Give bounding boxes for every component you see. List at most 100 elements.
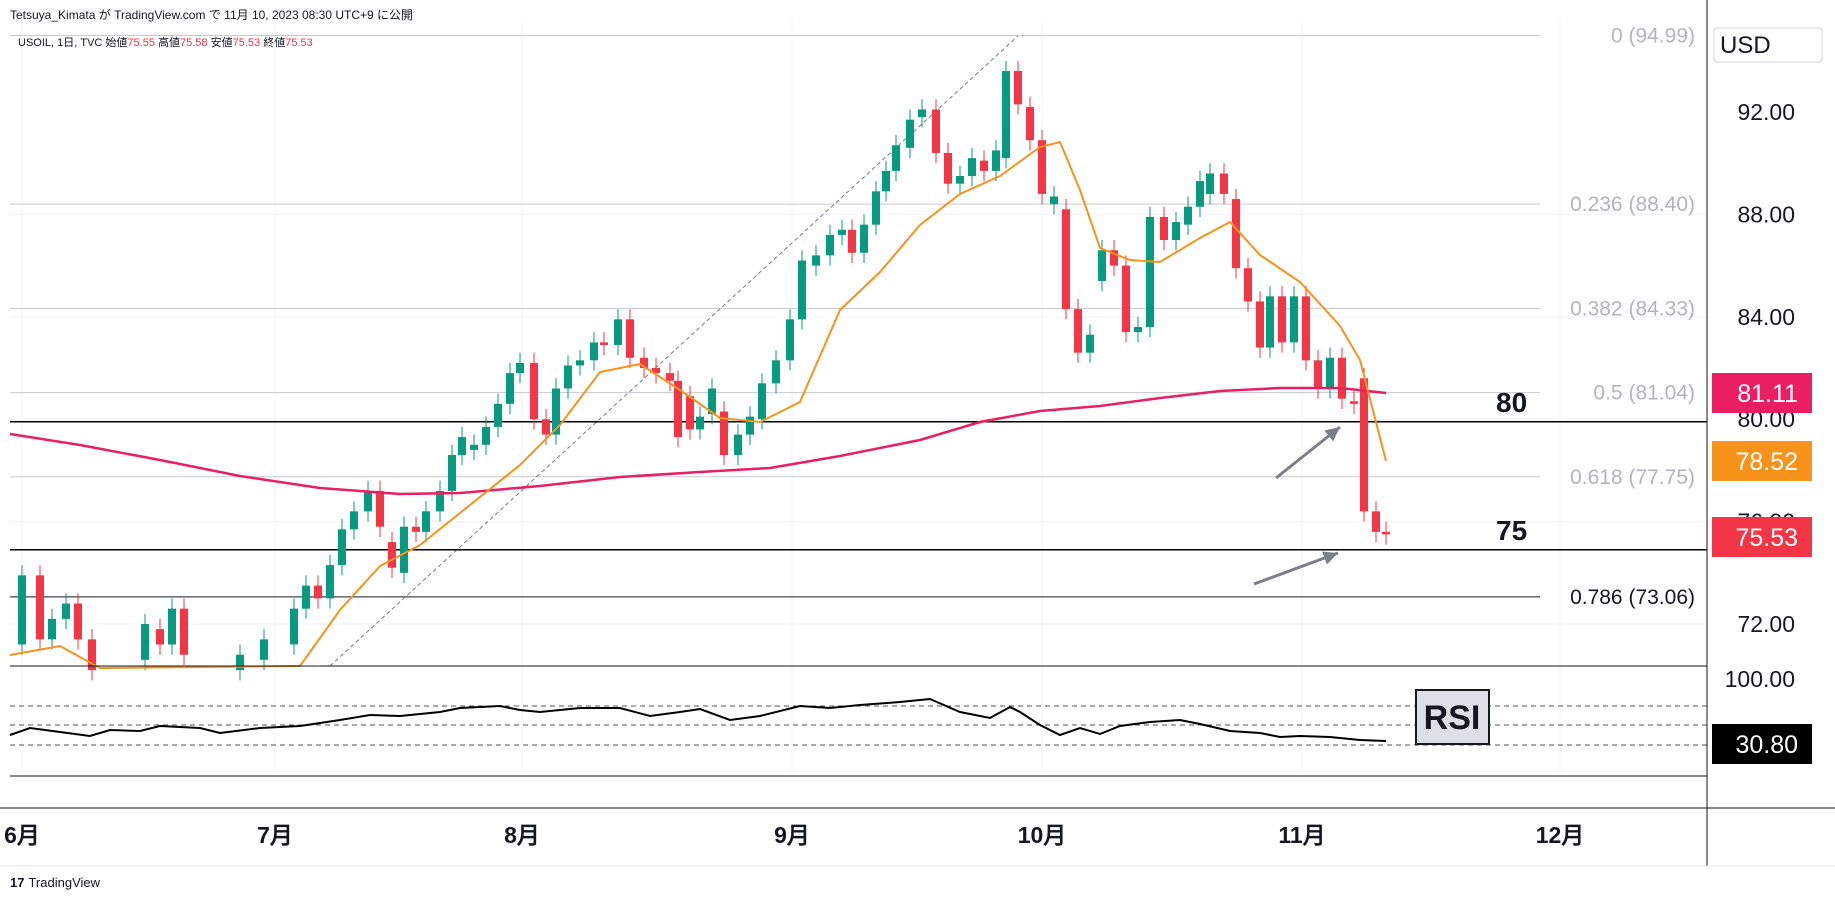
candle [696,406,704,440]
symbol-name[interactable]: USOIL, 1日, TVC [18,37,103,49]
x-tick-label: 10月 [1018,822,1067,848]
open-value: 75.55 [127,37,155,49]
fib-level-label: 0.618 (77.75) [1570,466,1695,489]
fib-level-label: 0.786 (73.06) [1570,586,1695,609]
candle [968,147,976,187]
candle [516,352,524,384]
candle [1026,96,1034,151]
candle [576,350,584,376]
candle [364,480,372,522]
tradingview-logo[interactable]: 17 TradingView [10,875,100,890]
symbol-legend: USOIL, 1日, TVC 始値75.55 高値75.58 安値75.53 終… [18,34,313,50]
candle [614,309,622,356]
candle [326,554,334,609]
x-tick-label: 7月 [257,822,293,848]
candle [720,401,728,466]
x-tick-label: 8月 [504,822,540,848]
candle [1184,196,1192,235]
fib-level-label: 0.5 (81.04) [1593,382,1695,405]
candle [1256,291,1264,358]
candle [236,644,244,681]
candle [506,362,514,415]
publish-date: で 11月 10, 2023 08:30 UTC+9 に公開 [208,8,414,22]
ma-slow-line [9,386,1387,496]
candle [1014,60,1022,115]
candle [1038,129,1046,205]
author-name[interactable]: Tetsuya_Kimata [10,8,96,22]
candle [48,608,56,650]
svg-text:78.52: 78.52 [1735,448,1798,476]
candle [798,250,806,330]
x-tick-label: 9月 [774,822,810,848]
candle [1372,501,1380,543]
candle [1146,206,1154,338]
candle [1382,521,1390,545]
close-value: 75.53 [285,37,313,49]
candle [180,598,188,665]
candle [1350,391,1358,415]
candlestick-series [18,60,1390,681]
candle [918,99,926,128]
candle [600,332,608,356]
candle [290,598,298,655]
candle [980,150,988,182]
candle [141,613,149,671]
candle [1122,255,1130,343]
price-tag: 75.53 [1712,517,1812,557]
fib-level-label: 0 (94.99) [1611,24,1695,47]
candle [168,598,176,655]
candle [772,350,780,394]
candle [944,142,952,194]
fib-trend-line [329,35,1019,667]
candle [882,160,890,202]
price-tags: 81.11 78.52 75.53 30.80 [1712,373,1812,764]
level-label-80: 80 [1496,387,1527,418]
candle [640,347,648,379]
candle [848,219,856,264]
candle [412,516,420,543]
high-value: 75.58 [180,37,208,49]
y-tick-label: 72.00 [1737,611,1795,637]
annotation-arrows [1253,425,1341,586]
logo-text: TradingView [28,875,101,890]
svg-text:30.80: 30.80 [1735,731,1798,759]
publish-header: Tetsuya_Kimata が TradingView.com で 11月 1… [10,6,413,23]
candle [1160,206,1168,251]
level-label-75: 75 [1496,515,1527,546]
candle [1050,186,1058,215]
rsi-line [9,697,1387,742]
site-prefix: が [98,8,111,22]
candle [448,444,456,502]
candle [458,426,466,466]
ma-fast-line [9,140,1387,670]
low-value: 75.53 [232,37,261,49]
candle [388,531,396,578]
candle [892,135,900,182]
candle [956,165,964,194]
candle [686,385,694,440]
candle [1266,286,1274,358]
annotation-arrow [1253,551,1339,586]
candle [666,362,674,392]
svg-text:RSI: RSI [1424,699,1481,737]
x-tick-label: 11月 [1278,822,1325,848]
candle [626,309,634,368]
candle [860,214,868,264]
candle [88,629,96,681]
price-tag: 81.11 [1712,373,1812,413]
price-tag: 78.52 [1712,441,1812,481]
candle [62,593,70,630]
candle [1302,286,1310,371]
x-tick-label: 6月 [4,822,40,848]
candle [376,480,384,537]
candle [1074,298,1082,363]
site-name[interactable]: TradingView.com [114,8,206,22]
candle [1314,350,1322,399]
candle [74,593,82,650]
annotation-arrow [1275,425,1341,480]
candle [1232,188,1240,279]
svg-text:75.53: 75.53 [1735,524,1798,552]
candle [1338,347,1346,409]
candle [482,416,490,456]
